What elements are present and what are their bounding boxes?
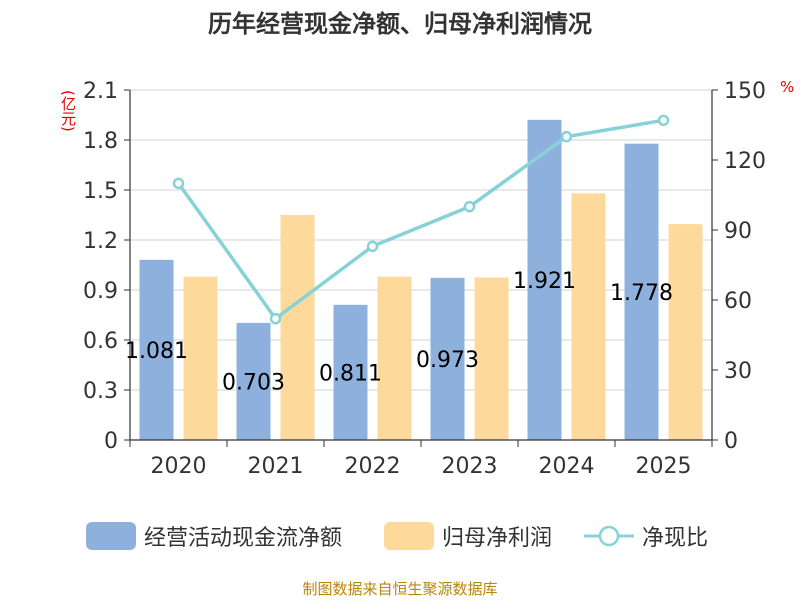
ratio-point — [463, 200, 476, 213]
ratio-point — [366, 240, 379, 253]
bar-cashflow — [236, 322, 271, 440]
ratio-point — [172, 177, 185, 190]
data-label: 0.703 — [222, 370, 285, 395]
x-axis-tick-label: 2021 — [248, 454, 304, 479]
bar-netprofit — [668, 224, 703, 440]
bar-netprofit — [377, 276, 412, 440]
left-axis-tick-label: 0 — [104, 429, 118, 454]
left-axis-tick-label: 0.6 — [83, 329, 118, 354]
bar-netprofit — [571, 193, 606, 440]
x-axis-tick-label: 2020 — [151, 454, 207, 479]
left-axis-tick-label: 1.5 — [83, 179, 118, 204]
right-axis-tick-label: 0 — [724, 429, 738, 454]
data-label: 1.778 — [610, 281, 673, 306]
legend-label-ratio: 净现比 — [642, 526, 709, 551]
bar-netprofit — [280, 215, 315, 440]
legend-line-marker-icon — [584, 525, 634, 547]
left-axis-tick-label: 0.3 — [83, 379, 118, 404]
data-label: 1.081 — [125, 339, 188, 364]
right-axis-tick-label: 90 — [724, 219, 752, 244]
ratio-point — [269, 312, 282, 325]
legend-label-netprofit: 归母净利润 — [442, 526, 553, 551]
bar-netprofit — [183, 276, 218, 440]
left-axis-tick-label: 1.2 — [83, 229, 118, 254]
legend-label-cashflow: 经营活动现金流净额 — [144, 526, 343, 551]
bar-cashflow — [624, 143, 659, 440]
left-axis-unit: (亿元) — [59, 90, 77, 132]
left-axis-tick-label: 0.9 — [83, 279, 118, 304]
right-axis-tick-label: 150 — [724, 79, 766, 104]
right-axis-tick-label: 60 — [724, 289, 752, 314]
chart-title: 历年经营现金净额、归母净利润情况 — [208, 10, 592, 38]
right-axis-unit: % — [780, 78, 795, 96]
x-axis-tick-label: 2022 — [345, 454, 401, 479]
ratio-point — [560, 130, 573, 143]
legend-item-cashflow[interactable]: 经营活动现金流净额 — [86, 516, 342, 556]
source-note: 制图数据来自恒生聚源数据库 — [302, 580, 498, 598]
bar-netprofit — [474, 277, 509, 440]
data-label: 0.973 — [416, 348, 479, 373]
right-axis-tick-label: 120 — [724, 149, 766, 174]
legend-swatch-cashflow — [86, 522, 136, 550]
legend-item-ratio[interactable]: 净现比 — [582, 516, 708, 556]
bar-cashflow — [527, 119, 562, 440]
x-axis-tick-label: 2025 — [636, 454, 692, 479]
x-axis-tick-label: 2024 — [539, 454, 595, 479]
x-axis-tick-label: 2023 — [442, 454, 498, 479]
legend-item-netprofit[interactable]: 归母净利润 — [384, 516, 552, 556]
bar-cashflow — [139, 259, 174, 440]
data-label: 0.811 — [319, 361, 382, 386]
legend-swatch-netprofit — [384, 522, 434, 550]
bar-cashflow — [333, 304, 368, 440]
ratio-line — [177, 118, 664, 322]
left-axis-tick-label: 2.1 — [83, 79, 118, 104]
ratio-point — [657, 114, 670, 127]
legend: 经营活动现金流净额 归母净利润 净现比 — [0, 516, 800, 556]
bar-cashflow — [430, 277, 465, 440]
data-label: 1.921 — [513, 269, 576, 294]
left-axis-tick-label: 1.8 — [83, 129, 118, 154]
right-axis-tick-label: 30 — [724, 359, 752, 384]
